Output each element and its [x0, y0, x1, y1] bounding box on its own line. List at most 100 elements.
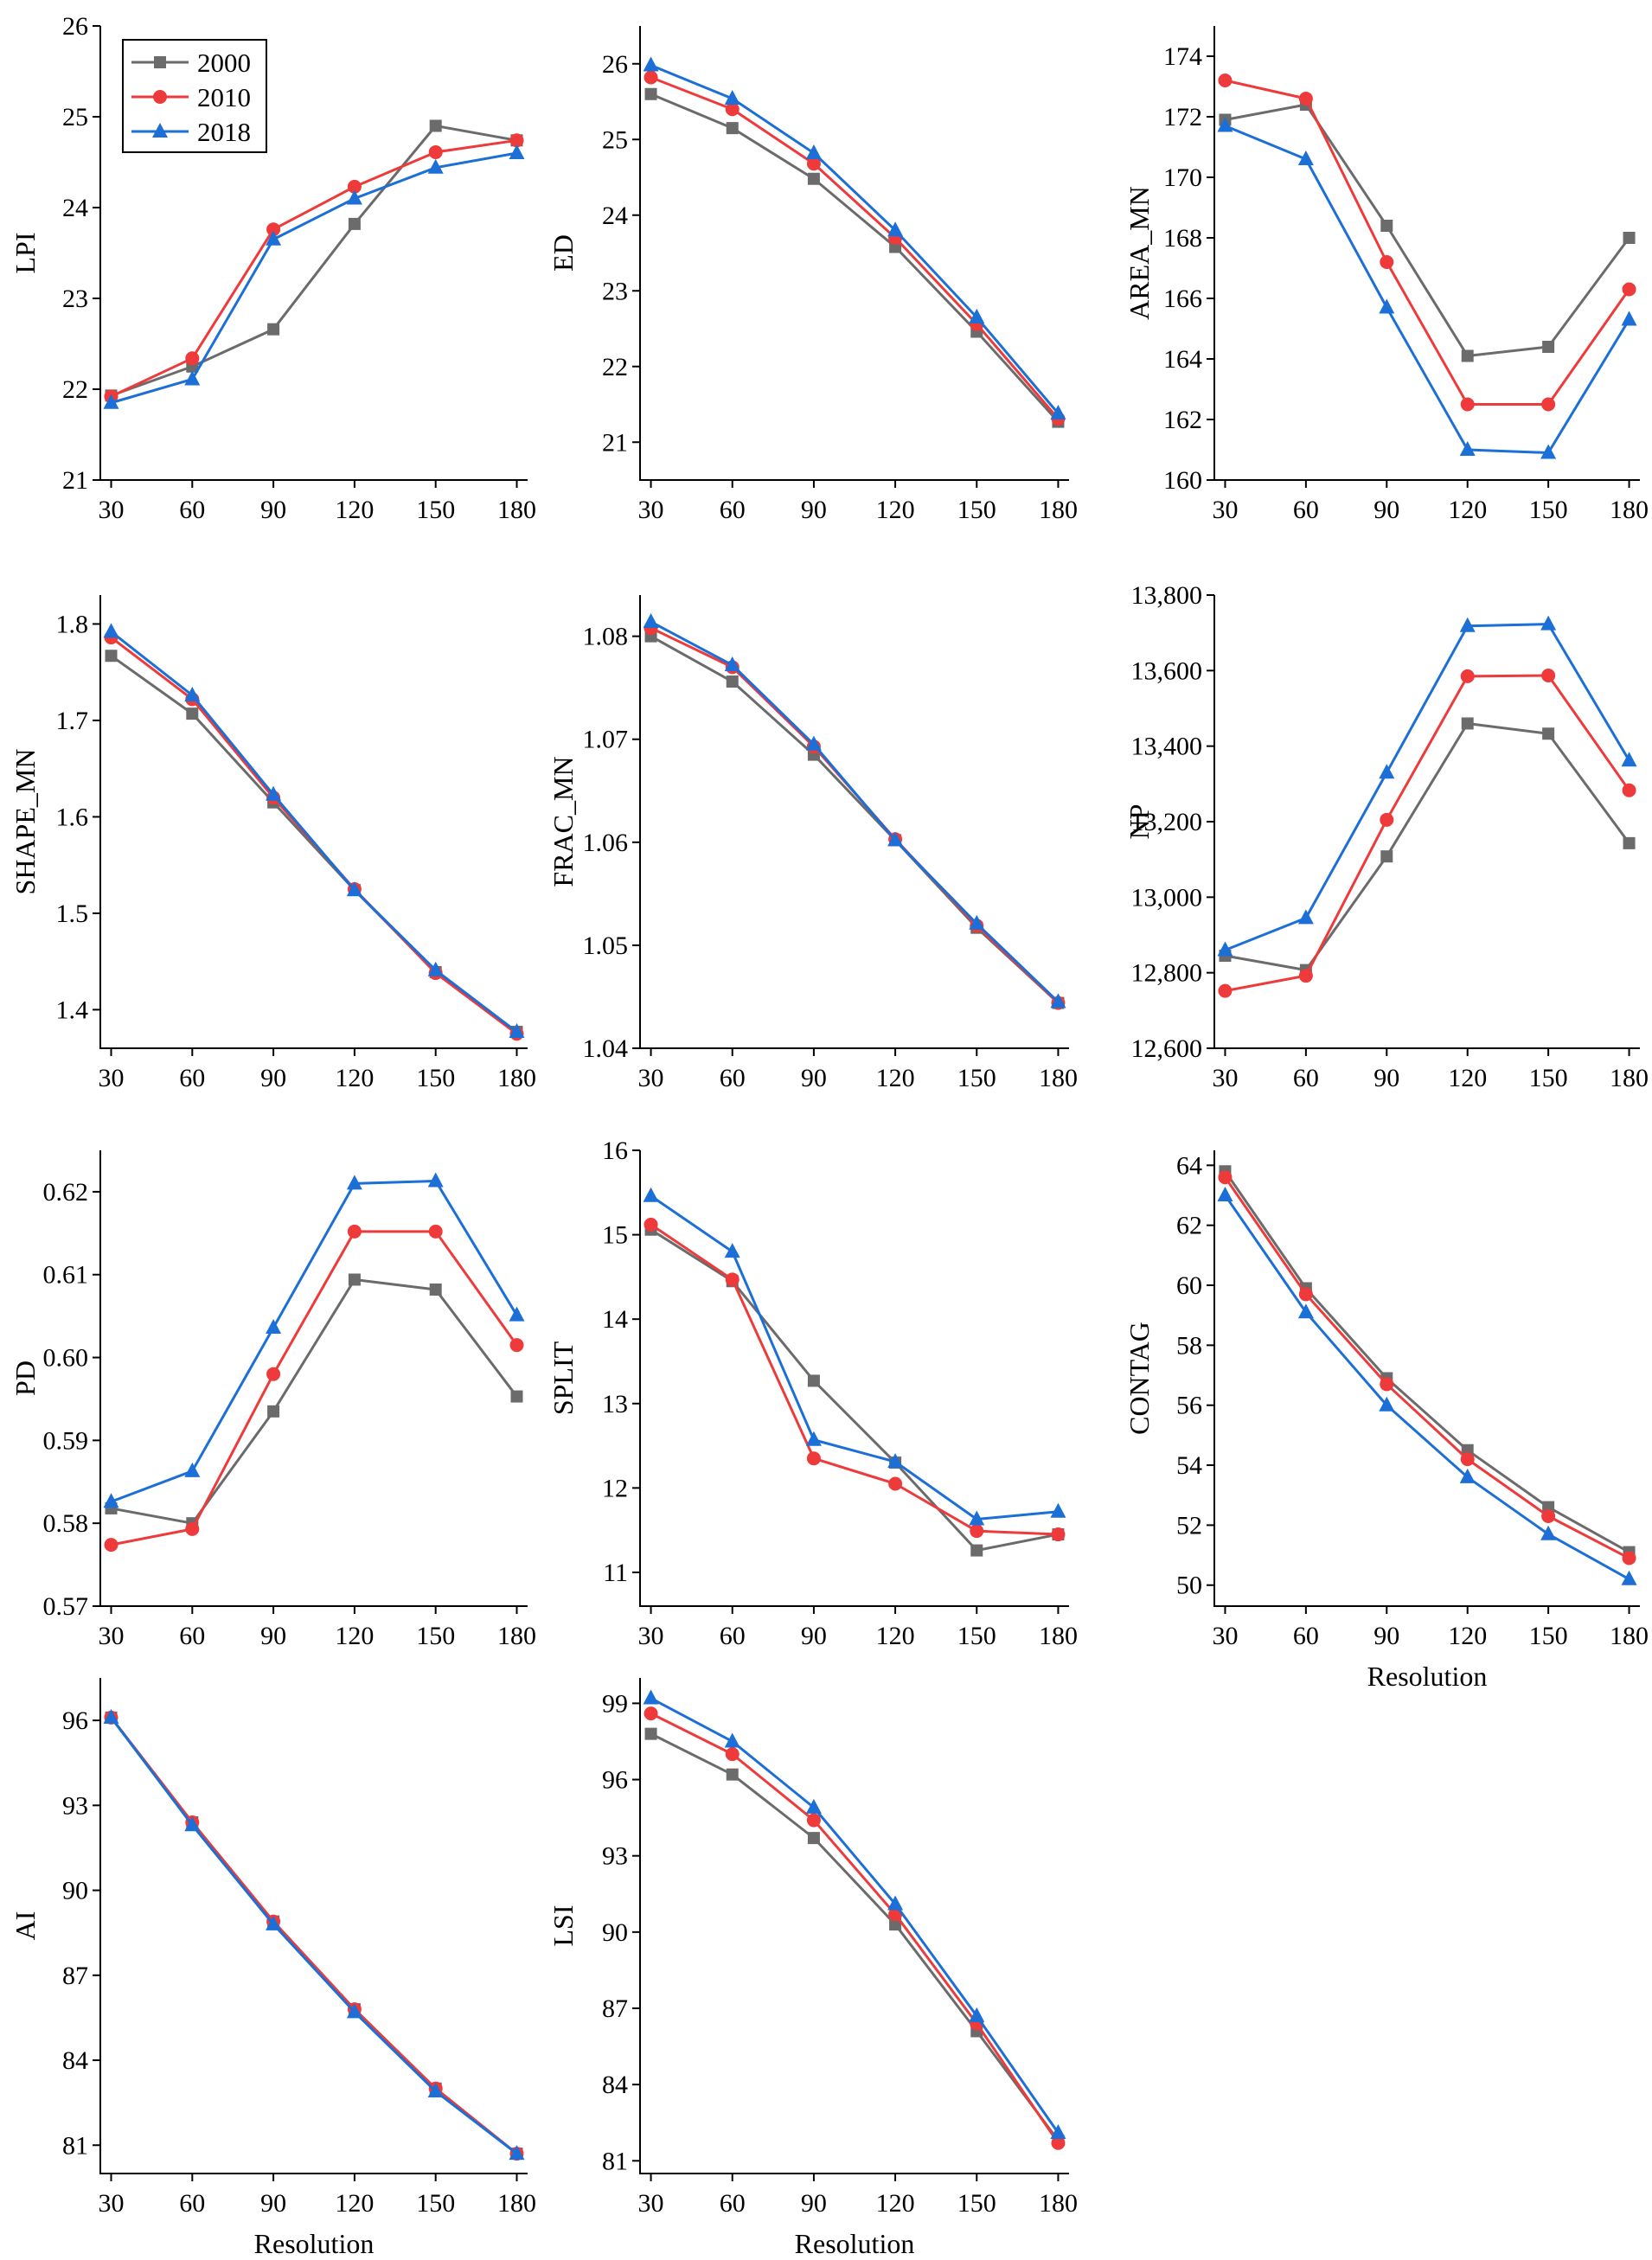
data-point-2000 — [348, 217, 361, 230]
data-point-2000 — [186, 707, 199, 720]
data-point-2000 — [726, 675, 739, 688]
series-line-2010 — [110, 636, 518, 1035]
data-point-2010 — [1541, 1508, 1556, 1523]
data-point-2010 — [509, 133, 524, 148]
y-tick-label: 166 — [1163, 285, 1202, 313]
x-tick-label: 90 — [260, 496, 286, 524]
data-point-2010 — [509, 1338, 524, 1353]
x-tick-label: 120 — [335, 1064, 374, 1092]
x-tick-label: 60 — [179, 2189, 205, 2218]
data-point-2010 — [644, 1706, 658, 1721]
data-point-2010 — [1380, 1377, 1394, 1392]
series-line-2018 — [650, 1194, 1059, 1521]
series-line-2010 — [650, 1223, 1059, 1536]
y-tick-label: 12 — [602, 1474, 628, 1502]
x-tick-label: 180 — [497, 496, 536, 524]
data-point-2000 — [807, 1832, 820, 1845]
series-line-2018 — [650, 1697, 1060, 2134]
y-tick-label: 90 — [602, 1918, 628, 1947]
y-tick-label: 0.60 — [43, 1344, 89, 1373]
y-tick-label: 172 — [1163, 103, 1202, 131]
data-point-2018 — [724, 1732, 740, 1748]
data-point-2010 — [428, 1224, 443, 1239]
data-point-2010 — [104, 1538, 118, 1553]
data-point-2018 — [427, 2083, 444, 2098]
data-point-2000 — [807, 1374, 820, 1387]
data-point-2000 — [267, 323, 280, 336]
data-point-2010 — [1298, 92, 1313, 106]
x-tick-label: 180 — [1610, 496, 1649, 524]
data-point-2018 — [1050, 2123, 1066, 2139]
y-axis-title: LPI — [10, 233, 41, 274]
y-tick-label: 81 — [62, 2131, 88, 2160]
chart-panel-ai: 81 84 87 90 93 96 30 60 90 120 150 180 AI Resolution — [10, 1678, 536, 2259]
x-tick-label: 60 — [179, 1622, 205, 1650]
data-point-2018 — [1540, 615, 1557, 631]
x-tick-label: 60 — [1293, 1622, 1319, 1650]
y-tick-label: 64 — [1176, 1151, 1202, 1180]
data-point-2018 — [1050, 1502, 1066, 1518]
data-point-2010 — [1051, 1527, 1066, 1542]
x-tick-label: 180 — [1039, 1622, 1078, 1650]
y-tick-label: 13,800 — [1131, 581, 1203, 610]
data-point-2010 — [1622, 282, 1636, 297]
x-tick-label: 90 — [1373, 1622, 1399, 1650]
y-tick-label: 0.57 — [43, 1592, 89, 1621]
data-point-2018 — [1217, 117, 1233, 132]
data-point-2018 — [1379, 1396, 1395, 1412]
y-tick-label: 84 — [602, 2071, 628, 2099]
x-tick-label: 150 — [957, 1622, 996, 1650]
x-tick-label: 90 — [801, 1622, 827, 1650]
series-line-2018 — [111, 151, 517, 405]
x-tick-label: 120 — [876, 496, 915, 524]
y-axis-title: PD — [10, 1360, 41, 1396]
data-point-2010 — [725, 1747, 740, 1762]
data-point-2018 — [184, 1462, 201, 1477]
data-point-2010 — [1622, 783, 1636, 797]
data-point-2018 — [643, 1187, 659, 1202]
x-tick-label: 60 — [720, 1064, 746, 1092]
data-point-2018 — [805, 144, 822, 159]
data-point-2000 — [1380, 850, 1393, 863]
x-tick-label: 90 — [260, 1064, 286, 1092]
x-tick-label: 120 — [335, 496, 374, 524]
data-point-2000 — [105, 650, 118, 663]
series-line-2000 — [650, 1228, 1059, 1553]
data-point-2018 — [1621, 311, 1637, 326]
x-tick-label: 150 — [416, 1064, 455, 1092]
y-tick-label: 160 — [1163, 466, 1202, 495]
data-point-2018 — [184, 1816, 201, 1832]
data-point-2018 — [509, 2145, 525, 2161]
data-point-2010 — [347, 1224, 362, 1239]
data-point-2000 — [429, 1283, 442, 1296]
data-point-2018 — [643, 1689, 659, 1705]
y-tick-label: 13,000 — [1131, 883, 1203, 912]
x-axis-title: Resolution — [254, 2228, 375, 2259]
series-line-2018 — [1224, 1194, 1630, 1581]
x-tick-label: 30 — [638, 1622, 664, 1650]
data-point-2010 — [1622, 1551, 1636, 1565]
series-line-2010 — [1225, 674, 1630, 993]
y-tick-label: 52 — [1176, 1511, 1202, 1540]
y-axis-title: NP — [1124, 804, 1155, 840]
data-point-2000 — [644, 1727, 657, 1740]
y-tick-label: 90 — [62, 1877, 88, 1905]
x-tick-label: 30 — [1212, 1064, 1238, 1092]
series-line-2010 — [650, 1712, 1060, 2144]
series-line-2010 — [110, 138, 517, 398]
data-point-2010 — [806, 157, 821, 171]
y-tick-label: 93 — [62, 1791, 88, 1820]
y-tick-label: 0.59 — [43, 1426, 89, 1455]
y-tick-label: 58 — [1176, 1331, 1202, 1360]
data-point-2018 — [1050, 405, 1066, 419]
x-tick-label: 60 — [1293, 1064, 1319, 1092]
chart-panel-split: 11 12 13 14 15 16 30 60 90 120 150 180 SPLIT — [547, 1136, 1078, 1650]
data-point-2018 — [509, 1023, 525, 1039]
x-tick-label: 90 — [1373, 496, 1399, 524]
x-tick-label: 120 — [1448, 1622, 1487, 1650]
x-axis-title: Resolution — [1367, 1661, 1488, 1692]
y-tick-label: 1.05 — [583, 932, 629, 960]
series-line-2010 — [110, 1716, 518, 2155]
data-point-2018 — [184, 370, 201, 386]
x-tick-label: 90 — [801, 2189, 827, 2218]
